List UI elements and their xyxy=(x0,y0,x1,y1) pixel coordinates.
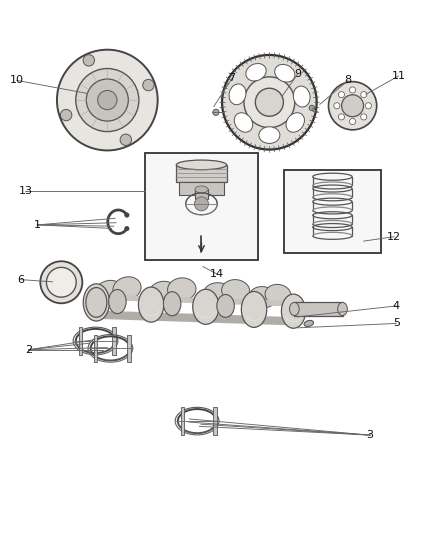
Circle shape xyxy=(60,109,72,121)
Circle shape xyxy=(143,79,154,91)
Text: 1: 1 xyxy=(34,220,41,230)
Bar xyxy=(179,182,224,195)
Text: 9: 9 xyxy=(294,69,301,79)
Ellipse shape xyxy=(249,287,276,308)
Circle shape xyxy=(328,82,377,130)
Ellipse shape xyxy=(109,289,126,313)
Ellipse shape xyxy=(176,160,227,169)
Circle shape xyxy=(213,109,219,115)
Circle shape xyxy=(125,213,129,217)
Ellipse shape xyxy=(149,281,177,304)
Text: 11: 11 xyxy=(392,71,406,81)
Ellipse shape xyxy=(168,278,196,301)
Bar xyxy=(213,407,217,435)
Ellipse shape xyxy=(265,285,291,305)
Circle shape xyxy=(309,106,314,110)
Circle shape xyxy=(76,69,139,132)
Ellipse shape xyxy=(241,292,267,327)
Ellipse shape xyxy=(281,294,306,328)
Bar xyxy=(145,152,258,260)
Circle shape xyxy=(86,79,128,121)
Bar xyxy=(79,327,82,355)
Circle shape xyxy=(194,197,208,211)
Ellipse shape xyxy=(293,86,310,107)
Text: 2: 2 xyxy=(25,345,32,355)
Ellipse shape xyxy=(138,287,164,322)
Circle shape xyxy=(255,88,283,116)
Circle shape xyxy=(360,92,367,98)
Ellipse shape xyxy=(83,284,110,321)
Circle shape xyxy=(46,268,76,297)
Text: 6: 6 xyxy=(18,274,25,285)
Ellipse shape xyxy=(203,282,232,304)
Ellipse shape xyxy=(94,280,123,305)
Ellipse shape xyxy=(246,63,266,81)
Bar xyxy=(176,165,227,182)
Circle shape xyxy=(360,114,367,120)
Bar xyxy=(94,335,97,362)
Circle shape xyxy=(98,91,117,110)
Text: 14: 14 xyxy=(210,269,224,279)
Bar xyxy=(181,407,184,435)
Bar xyxy=(112,327,116,355)
Ellipse shape xyxy=(304,320,314,326)
Text: 3: 3 xyxy=(367,430,374,440)
Circle shape xyxy=(57,50,158,150)
Bar xyxy=(294,302,343,316)
Circle shape xyxy=(244,77,295,128)
Ellipse shape xyxy=(193,289,219,324)
Text: 8: 8 xyxy=(345,75,352,85)
Ellipse shape xyxy=(290,302,299,316)
Text: 7: 7 xyxy=(229,73,236,83)
Circle shape xyxy=(120,134,131,146)
Ellipse shape xyxy=(222,280,250,302)
Text: 13: 13 xyxy=(18,186,32,196)
Text: 12: 12 xyxy=(387,232,401,242)
Text: 5: 5 xyxy=(393,318,400,328)
Ellipse shape xyxy=(163,292,181,316)
Ellipse shape xyxy=(275,64,295,82)
Circle shape xyxy=(83,55,95,66)
Bar xyxy=(195,189,208,199)
Circle shape xyxy=(334,103,340,109)
Circle shape xyxy=(339,114,345,120)
Ellipse shape xyxy=(259,127,280,143)
Circle shape xyxy=(365,103,371,109)
Circle shape xyxy=(350,118,356,125)
Ellipse shape xyxy=(286,113,304,132)
Ellipse shape xyxy=(338,302,347,316)
Circle shape xyxy=(125,227,129,231)
Ellipse shape xyxy=(217,295,234,317)
Text: 10: 10 xyxy=(10,75,24,85)
Circle shape xyxy=(350,87,356,93)
Ellipse shape xyxy=(234,113,253,132)
Ellipse shape xyxy=(229,84,246,104)
Ellipse shape xyxy=(86,287,107,317)
Circle shape xyxy=(222,55,317,150)
Bar xyxy=(127,335,131,362)
Bar xyxy=(284,170,381,253)
Text: 4: 4 xyxy=(393,301,400,311)
Ellipse shape xyxy=(195,186,208,193)
Circle shape xyxy=(342,95,364,117)
Ellipse shape xyxy=(113,277,141,300)
Circle shape xyxy=(339,92,345,98)
Circle shape xyxy=(40,261,82,303)
